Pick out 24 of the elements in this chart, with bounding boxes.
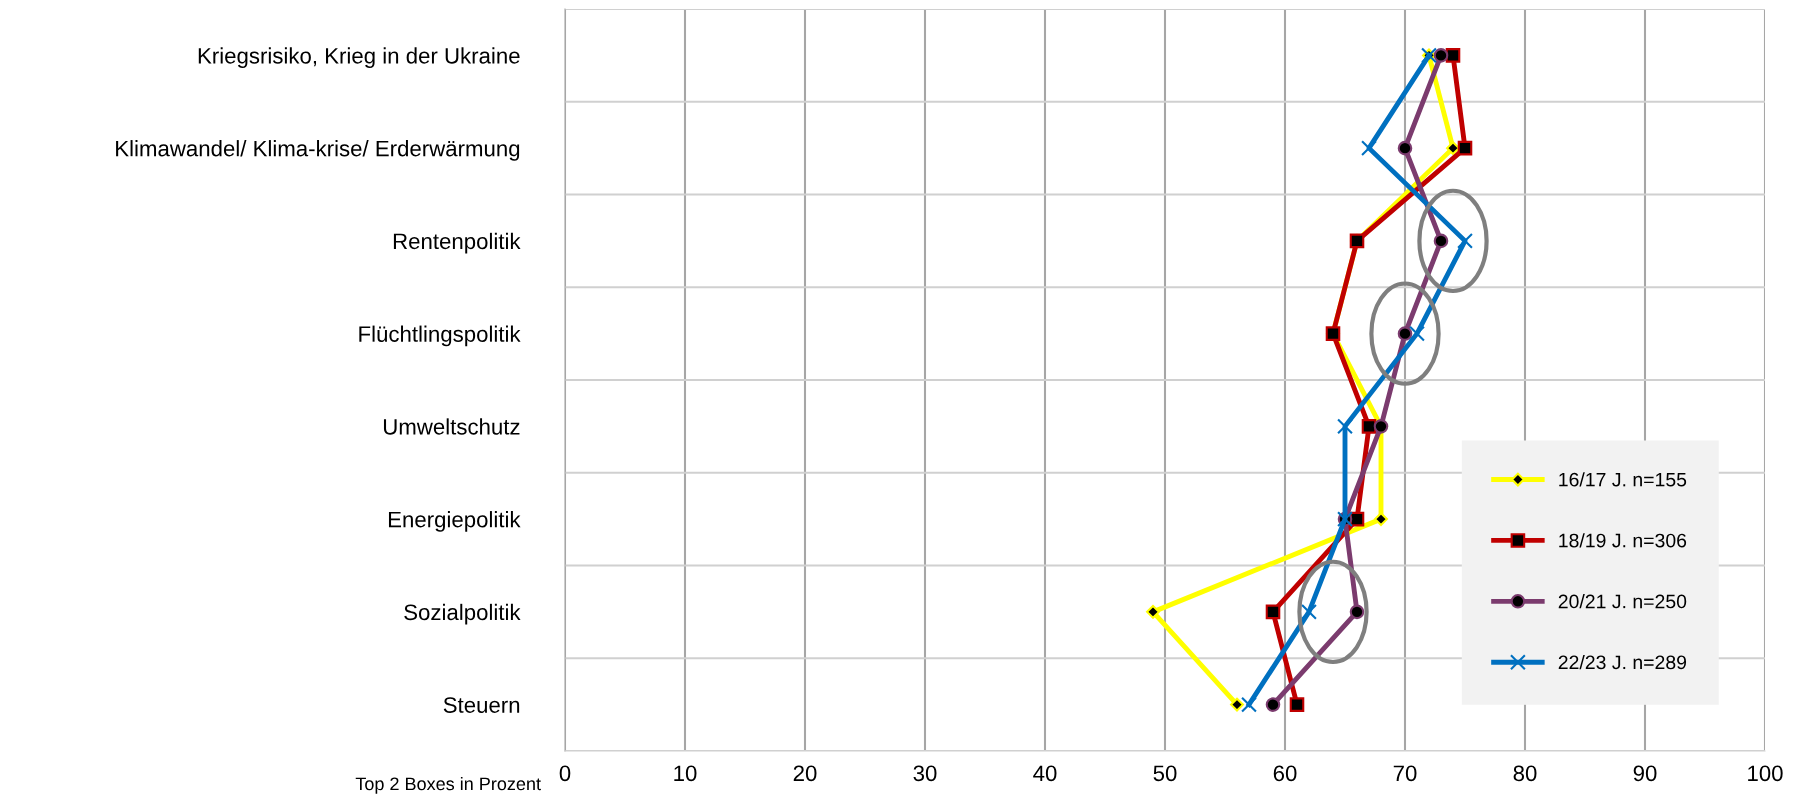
legend-label: 22/23 J. n=289	[1558, 654, 1687, 670]
x-tick-label: 80	[1513, 765, 1537, 782]
x-tick-label: 50	[1153, 765, 1177, 782]
legend-label: 16/17 J. n=155	[1559, 472, 1687, 487]
x-tick-label: 60	[1273, 765, 1297, 782]
y-tick-label: Umweltschutz	[383, 418, 520, 435]
legend-label: 20/21 J. n=250	[1558, 594, 1687, 609]
y-tick-label: Klimawandel/ Klima-krise/ Erderwärmung	[116, 140, 520, 161]
legend-label: 18/19 J. n=306	[1559, 533, 1687, 548]
y-tick-label: Kriegsrisiko, Krieg in der Ukraine	[198, 47, 520, 69]
x-tick-label: 90	[1633, 765, 1657, 782]
x-tick-label: 70	[1393, 765, 1417, 782]
x-tick-label: 20	[793, 765, 817, 782]
y-tick-label: Steuern	[443, 697, 520, 713]
x-axis-title: Top 2 Boxes in Prozent	[355, 776, 541, 794]
y-tick-label: Energiepolitik	[388, 511, 521, 532]
y-tick-label: Flüchtlingspolitik	[359, 325, 521, 347]
x-tick-label: 30	[913, 765, 937, 782]
y-tick-label: Rentenpolitik	[393, 232, 521, 254]
y-tick-label: Sozialpolitik	[404, 603, 521, 625]
x-tick-label: 40	[1033, 765, 1057, 782]
x-tick-label: 0	[559, 765, 571, 782]
x-tick-label: 100	[1748, 765, 1783, 782]
x-tick-label: 10	[674, 765, 697, 782]
